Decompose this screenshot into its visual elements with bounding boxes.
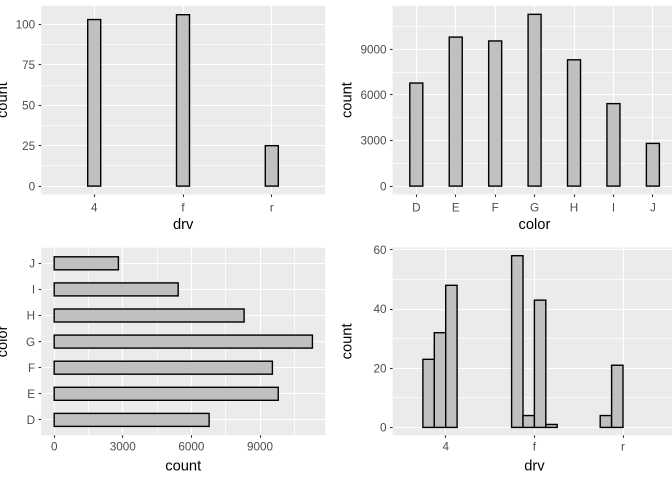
svg-text:3000: 3000: [360, 135, 387, 148]
svg-text:color: color: [519, 217, 551, 233]
svg-text:0: 0: [29, 180, 36, 193]
svg-text:count: count: [0, 82, 11, 118]
svg-text:40: 40: [373, 303, 387, 316]
svg-text:D: D: [27, 414, 35, 427]
svg-text:I: I: [612, 202, 615, 215]
svg-text:6000: 6000: [360, 89, 387, 102]
svg-text:G: G: [26, 336, 35, 349]
svg-text:H: H: [27, 310, 35, 323]
svg-text:60: 60: [373, 244, 387, 257]
svg-text:count: count: [165, 458, 201, 474]
svg-text:H: H: [570, 202, 578, 215]
svg-text:f: f: [181, 202, 185, 215]
svg-text:20: 20: [373, 362, 387, 375]
svg-text:0: 0: [380, 422, 387, 435]
svg-text:F: F: [492, 202, 499, 215]
svg-text:100: 100: [16, 19, 36, 32]
svg-text:f: f: [533, 440, 537, 453]
svg-text:50: 50: [22, 99, 36, 112]
svg-text:9000: 9000: [360, 43, 387, 56]
svg-text:J: J: [650, 202, 656, 215]
svg-text:G: G: [530, 202, 539, 215]
svg-text:25: 25: [22, 140, 36, 153]
svg-text:E: E: [27, 388, 35, 401]
svg-text:4: 4: [442, 440, 449, 453]
svg-text:3000: 3000: [110, 440, 137, 453]
svg-text:J: J: [29, 258, 35, 271]
svg-text:count: count: [340, 323, 356, 359]
svg-text:color: color: [0, 325, 11, 357]
svg-text:E: E: [452, 202, 460, 215]
svg-text:drv: drv: [524, 458, 545, 474]
svg-text:9000: 9000: [247, 440, 274, 453]
svg-text:6000: 6000: [178, 440, 205, 453]
svg-text:r: r: [621, 440, 625, 453]
svg-text:count: count: [340, 82, 356, 118]
svg-text:75: 75: [22, 59, 36, 72]
svg-text:drv: drv: [173, 217, 194, 233]
svg-text:0: 0: [380, 180, 387, 193]
svg-text:r: r: [270, 202, 274, 215]
svg-text:F: F: [28, 362, 35, 375]
svg-text:4: 4: [91, 202, 98, 215]
svg-text:I: I: [32, 284, 35, 297]
svg-text:D: D: [412, 202, 420, 215]
svg-text:0: 0: [51, 440, 58, 453]
